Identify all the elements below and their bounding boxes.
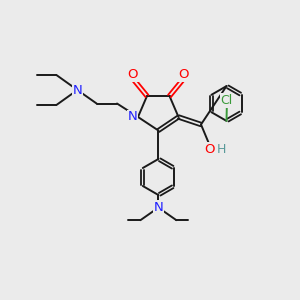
Text: N: N <box>154 201 163 214</box>
Text: H: H <box>216 142 226 156</box>
Text: O: O <box>178 68 189 81</box>
Text: Cl: Cl <box>221 94 233 107</box>
Text: O: O <box>204 142 215 156</box>
Text: N: N <box>128 110 137 124</box>
Text: N: N <box>73 83 82 97</box>
Text: O: O <box>128 68 138 81</box>
